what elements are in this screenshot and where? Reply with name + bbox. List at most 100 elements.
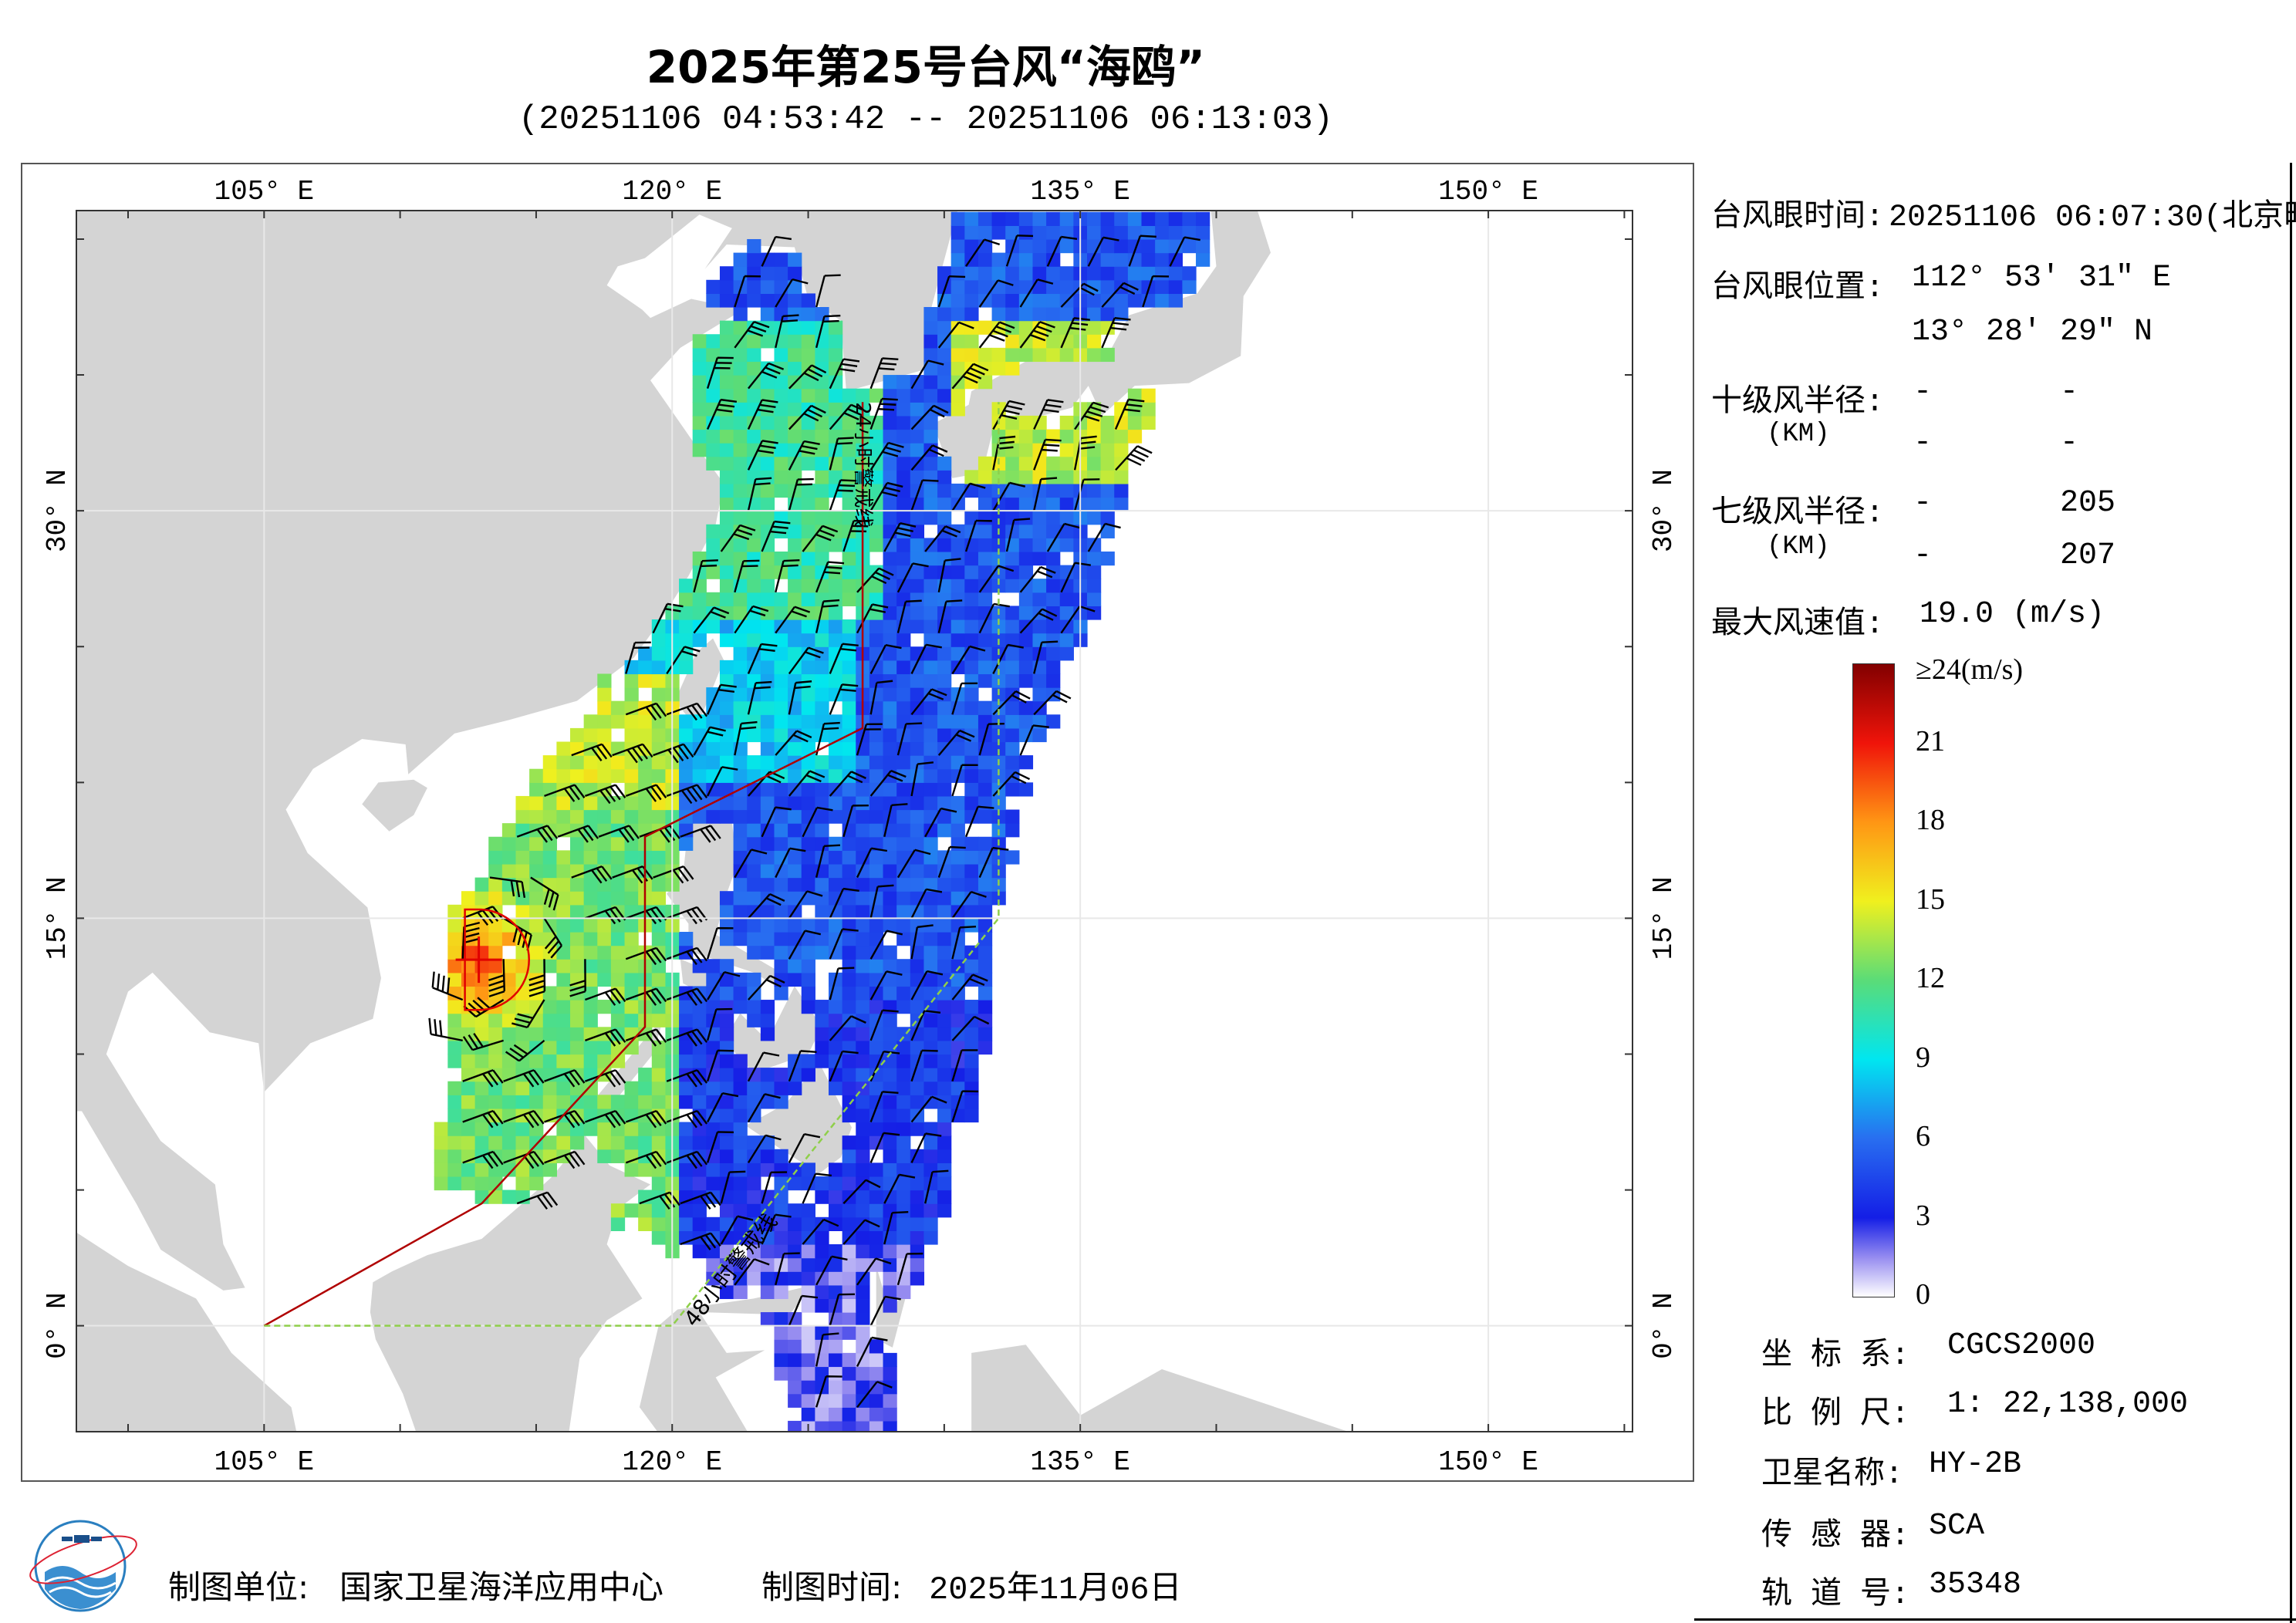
wind-cell <box>869 823 884 838</box>
wind-barb <box>639 1191 680 1210</box>
wind-cell <box>719 579 734 593</box>
wind-cell <box>856 1420 870 1432</box>
wind-cell <box>719 511 734 525</box>
wind-cell <box>1100 443 1115 457</box>
wind-cell <box>692 334 707 349</box>
wind-cell <box>747 836 761 851</box>
wind-cell <box>774 891 788 906</box>
wind-cell <box>1114 238 1129 254</box>
wind-cell <box>1005 782 1020 797</box>
wind-cell <box>829 1339 843 1354</box>
colorbar-tick-label: 0 <box>1916 1278 1930 1311</box>
wind-cell <box>1059 470 1074 484</box>
wind-cell <box>937 1162 952 1177</box>
wind-cell <box>719 1108 734 1123</box>
wind-cell <box>815 1189 829 1204</box>
wind-cell <box>1086 456 1102 471</box>
wind-cell <box>842 429 856 444</box>
wind-cell <box>706 538 721 552</box>
wind-cell <box>570 850 585 865</box>
wind-cell <box>910 592 925 607</box>
wind-cell <box>774 388 788 403</box>
wind-barb <box>734 849 768 879</box>
wind-cell <box>733 1081 748 1095</box>
wind-cell <box>829 755 843 770</box>
land-taiwan <box>674 638 724 728</box>
wind-barb <box>1033 399 1064 430</box>
wind-cell <box>950 606 965 620</box>
wind-barb <box>856 1257 892 1286</box>
wind-cell <box>910 823 925 838</box>
wind-cell <box>977 904 993 919</box>
wind-cell <box>1018 429 1034 444</box>
wind-cell <box>461 1013 476 1027</box>
wind-cell <box>815 375 829 390</box>
wind-cell <box>829 1244 843 1259</box>
wind-cell <box>856 891 870 906</box>
wind-cell <box>733 1230 748 1245</box>
wind-cell <box>488 1176 503 1191</box>
wind-cell <box>869 1352 884 1368</box>
wind-barb <box>815 1255 848 1286</box>
land-halmahera <box>876 1266 910 1348</box>
wind-cell <box>638 1135 653 1150</box>
wind-cell <box>964 904 979 919</box>
wind-cell <box>991 293 1006 308</box>
wind-cell <box>801 986 815 1000</box>
wind-cell <box>515 1162 530 1177</box>
wind-cell <box>1018 252 1034 267</box>
wind-cell <box>1086 592 1102 607</box>
wind-cell <box>910 1216 925 1231</box>
wind-cell <box>869 891 884 906</box>
wind-barb <box>951 1015 990 1041</box>
wind-barb <box>964 519 992 552</box>
wind-barb <box>883 522 917 552</box>
wind-cell <box>869 687 884 702</box>
wind-barb <box>992 690 1031 716</box>
wind-cell <box>977 782 993 797</box>
wind-cell <box>788 1393 802 1408</box>
wind-cell <box>583 1081 598 1095</box>
wind-cell <box>692 1013 707 1027</box>
wind-cell <box>856 1298 870 1313</box>
wind-cell <box>570 945 585 960</box>
wind-cell <box>991 470 1006 484</box>
wind-barb <box>978 846 1009 879</box>
wind-cell <box>883 1420 897 1432</box>
wind-barb <box>788 890 823 919</box>
wind-cell <box>638 660 653 675</box>
wind-cell <box>583 1095 598 1109</box>
wind-cell <box>529 1176 544 1191</box>
wind-cell <box>991 252 1006 267</box>
wind-cell <box>788 1176 802 1191</box>
wind-cell <box>706 565 721 579</box>
wind-cell <box>991 211 1006 226</box>
wind-cell <box>910 497 925 511</box>
wind-cell <box>896 1054 911 1068</box>
wind-cell <box>815 388 829 403</box>
wind-cell <box>977 320 993 335</box>
wind-barb <box>761 1213 792 1245</box>
wind-cell <box>842 1149 856 1163</box>
wind-cell <box>1005 483 1020 498</box>
wind-cell <box>869 1407 884 1422</box>
wind-cell <box>434 1122 448 1136</box>
wind-cell <box>624 1122 639 1136</box>
wind-cell <box>597 1149 612 1163</box>
wind-cell <box>869 918 884 933</box>
wind-cell <box>638 1068 653 1082</box>
wind-cell <box>896 836 911 851</box>
wind-barb <box>951 1090 979 1122</box>
wind-cell <box>774 470 788 484</box>
wind-cell <box>869 1040 884 1055</box>
wind-cell <box>815 809 829 824</box>
wind-cell <box>856 1122 870 1136</box>
wind-cell <box>910 551 925 566</box>
wind-cell <box>801 347 815 363</box>
wind-cell <box>883 633 897 647</box>
wind-cell <box>923 904 938 919</box>
wind-cell <box>679 1162 694 1177</box>
wind-cell <box>719 918 734 933</box>
wind-cell <box>1114 470 1129 484</box>
wind-cell <box>950 252 965 267</box>
